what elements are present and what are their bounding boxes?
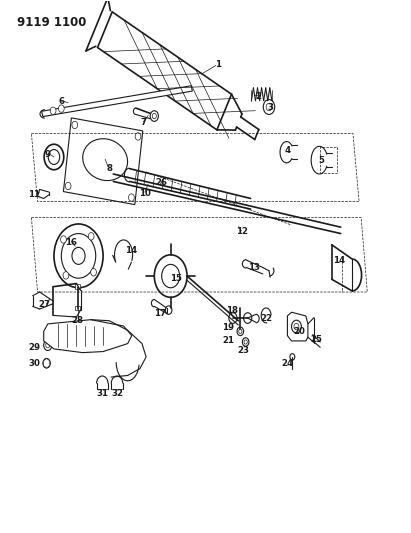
Circle shape <box>44 340 52 351</box>
Text: 16: 16 <box>65 238 77 247</box>
Text: 30: 30 <box>28 359 40 368</box>
Text: 28: 28 <box>72 316 84 325</box>
Circle shape <box>294 324 299 330</box>
Circle shape <box>129 194 134 201</box>
Circle shape <box>91 269 97 276</box>
Bar <box>320 147 337 173</box>
Text: 8: 8 <box>106 164 112 173</box>
Circle shape <box>242 338 249 346</box>
Polygon shape <box>44 359 50 368</box>
Text: 19: 19 <box>222 323 234 332</box>
Circle shape <box>72 247 85 264</box>
Text: 25: 25 <box>310 335 322 344</box>
Polygon shape <box>44 320 132 353</box>
Circle shape <box>154 255 187 297</box>
Circle shape <box>72 121 78 128</box>
Bar <box>75 284 80 289</box>
Circle shape <box>88 232 94 240</box>
Circle shape <box>239 329 242 334</box>
Text: 1: 1 <box>215 60 221 69</box>
Text: 32: 32 <box>111 389 123 398</box>
Circle shape <box>48 150 60 165</box>
Circle shape <box>60 236 66 243</box>
Text: 10: 10 <box>139 189 151 198</box>
Ellipse shape <box>83 139 127 181</box>
Circle shape <box>165 306 172 314</box>
Text: 3: 3 <box>267 102 273 111</box>
Text: 9: 9 <box>45 150 51 159</box>
Polygon shape <box>97 12 231 130</box>
Circle shape <box>43 359 50 368</box>
Circle shape <box>244 340 247 344</box>
Text: 7: 7 <box>140 118 146 127</box>
Circle shape <box>65 182 71 190</box>
Circle shape <box>46 343 50 348</box>
Circle shape <box>266 103 272 111</box>
Text: 6: 6 <box>58 97 64 106</box>
Text: 22: 22 <box>260 314 272 323</box>
Text: 29: 29 <box>28 343 40 352</box>
Text: 4: 4 <box>284 146 291 155</box>
Polygon shape <box>42 86 192 117</box>
Text: 12: 12 <box>236 228 248 237</box>
Circle shape <box>291 320 301 333</box>
Circle shape <box>290 354 295 360</box>
Circle shape <box>150 111 158 122</box>
Text: 18: 18 <box>226 305 238 314</box>
Circle shape <box>50 107 56 115</box>
Circle shape <box>63 272 69 279</box>
Text: 21: 21 <box>222 336 234 345</box>
Circle shape <box>44 144 64 169</box>
Circle shape <box>61 233 96 278</box>
Circle shape <box>135 133 141 140</box>
Polygon shape <box>287 312 308 341</box>
Text: 31: 31 <box>96 389 108 398</box>
Text: 13: 13 <box>248 263 260 272</box>
Circle shape <box>162 264 180 288</box>
Circle shape <box>244 313 252 324</box>
Polygon shape <box>63 118 143 205</box>
Text: 17: 17 <box>154 309 166 318</box>
Text: 27: 27 <box>39 300 51 309</box>
Text: 15: 15 <box>170 273 182 282</box>
Text: 2: 2 <box>255 92 261 101</box>
Bar <box>75 306 80 310</box>
Text: 23: 23 <box>237 346 249 355</box>
Text: 5: 5 <box>318 156 324 165</box>
Text: 9119 1100: 9119 1100 <box>17 15 86 29</box>
Circle shape <box>58 105 64 112</box>
Text: 24: 24 <box>282 359 293 368</box>
Text: 26: 26 <box>156 178 168 187</box>
Text: 11: 11 <box>28 190 40 199</box>
Circle shape <box>263 100 275 115</box>
Circle shape <box>54 224 103 288</box>
Text: 20: 20 <box>294 327 306 336</box>
Text: 14: 14 <box>332 256 345 264</box>
Circle shape <box>229 313 237 324</box>
Text: 14: 14 <box>125 246 137 255</box>
Circle shape <box>152 114 156 119</box>
Circle shape <box>237 327 244 336</box>
